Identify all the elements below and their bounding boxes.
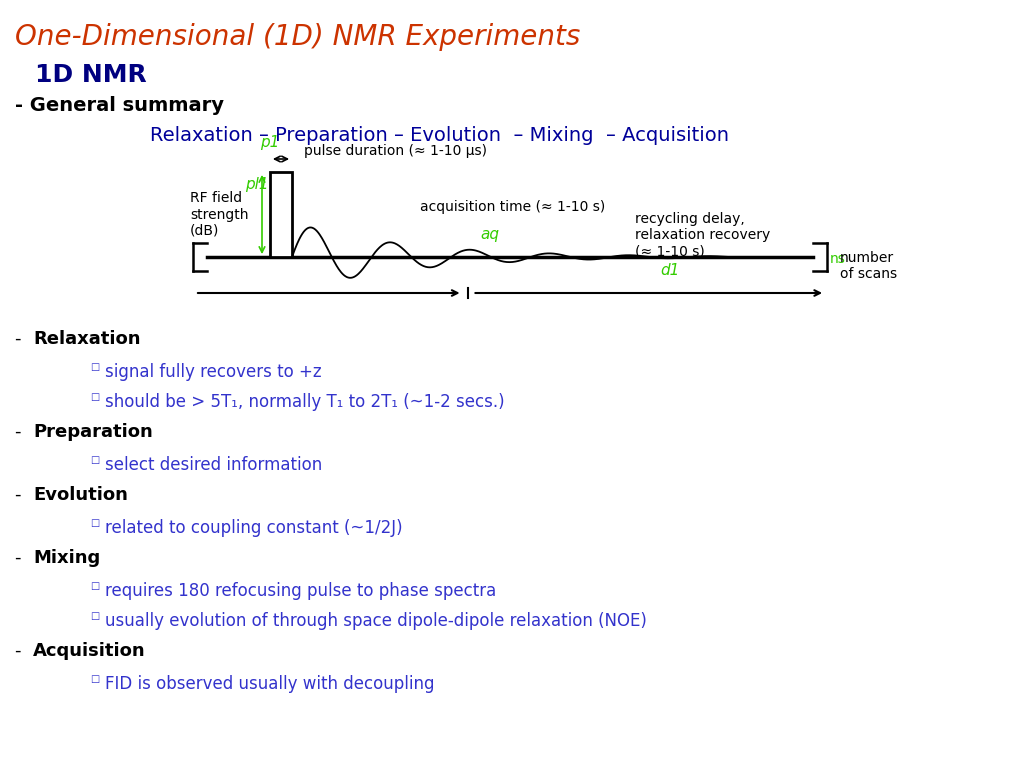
Text: □: □ [90,392,99,402]
Text: Relaxation: Relaxation [33,330,140,348]
Text: □: □ [90,518,99,528]
Text: Acquisition: Acquisition [33,642,145,660]
Text: aq: aq [480,227,499,242]
Text: -: - [15,549,28,567]
Text: Preparation: Preparation [33,423,153,441]
Text: d1: d1 [660,263,679,278]
Text: FID is observed usually with decoupling: FID is observed usually with decoupling [105,675,434,693]
Text: usually evolution of through space dipole-dipole relaxation (NOE): usually evolution of through space dipol… [105,612,647,630]
Text: -: - [15,330,28,348]
Text: Relaxation – Preparation – Evolution  – Mixing  – Acquisition: Relaxation – Preparation – Evolution – M… [150,126,729,145]
Text: One-Dimensional (1D) NMR Experiments: One-Dimensional (1D) NMR Experiments [15,23,581,51]
Text: □: □ [90,581,99,591]
Text: acquisition time (≈ 1-10 s): acquisition time (≈ 1-10 s) [420,200,605,214]
Text: Mixing: Mixing [33,549,100,567]
Text: - General summary: - General summary [15,96,224,115]
Text: p1: p1 [260,135,280,150]
Text: □: □ [90,362,99,372]
Text: pulse duration (≈ 1-10 μs): pulse duration (≈ 1-10 μs) [304,144,487,158]
Text: ns: ns [830,252,846,266]
Text: □: □ [90,674,99,684]
Text: select desired information: select desired information [105,456,323,474]
Text: recycling delay,
relaxation recovery
(≈ 1-10 s): recycling delay, relaxation recovery (≈ … [635,212,770,258]
Text: RF field
strength
(dB): RF field strength (dB) [190,191,249,238]
Text: should be > 5T₁, normally T₁ to 2T₁ (~1-2 secs.): should be > 5T₁, normally T₁ to 2T₁ (~1-… [105,393,505,411]
Text: 1D NMR: 1D NMR [35,63,146,87]
Text: -: - [15,423,28,441]
Text: related to coupling constant (~1/2J): related to coupling constant (~1/2J) [105,519,402,537]
Text: -: - [15,642,28,660]
Bar [270,172,292,257]
Text: pl1: pl1 [245,177,268,192]
Text: □: □ [90,455,99,465]
Text: -: - [15,486,28,504]
Text: □: □ [90,611,99,621]
Text: number
of scans: number of scans [840,251,897,281]
Text: signal fully recovers to +z: signal fully recovers to +z [105,363,322,381]
Text: requires 180 refocusing pulse to phase spectra: requires 180 refocusing pulse to phase s… [105,582,497,600]
Text: Evolution: Evolution [33,486,128,504]
